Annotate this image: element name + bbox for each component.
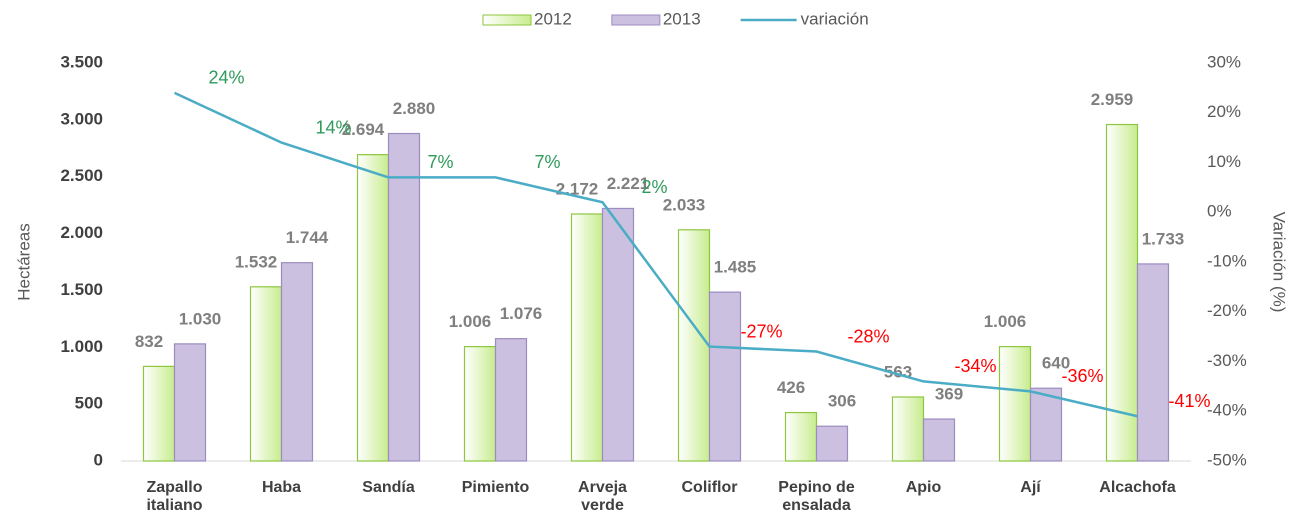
x-tick-label: Alcachofa xyxy=(1099,479,1176,496)
data-label: 1.485 xyxy=(714,258,757,277)
data-label: 1.006 xyxy=(449,312,492,331)
data-label: 1.744 xyxy=(286,228,329,247)
data-label: -36% xyxy=(1061,366,1103,386)
y-tick-label: 2.000 xyxy=(60,223,103,242)
data-label: 2.694 xyxy=(342,120,385,139)
x-tick-label: Ají xyxy=(1020,479,1041,496)
x-tick-label: Coliflor xyxy=(682,479,738,496)
x-tick-label: Zapallo italiano xyxy=(146,479,202,514)
y2-tick-label: 10% xyxy=(1207,152,1241,171)
data-label: 24% xyxy=(208,68,244,88)
legend-swatch xyxy=(611,14,661,26)
data-label: 2.880 xyxy=(393,99,436,118)
y2-tick-label: -50% xyxy=(1207,450,1247,469)
y2-axis-title: Variación (%) xyxy=(1270,212,1289,313)
data-label: 14% xyxy=(315,117,351,137)
data-label: 1.030 xyxy=(179,309,222,328)
y2-tick-label: -20% xyxy=(1207,301,1247,320)
y-tick-label: 2.500 xyxy=(60,166,103,185)
bar xyxy=(249,286,283,462)
data-label: 2% xyxy=(641,177,667,197)
data-label: 1.532 xyxy=(235,252,278,271)
bar xyxy=(922,418,956,462)
bar xyxy=(570,213,604,462)
y2-tick-label: 30% xyxy=(1207,52,1241,71)
data-label: 2.221 xyxy=(607,174,650,193)
y-tick-label: 500 xyxy=(75,394,103,413)
legend-label: 2012 xyxy=(534,9,572,28)
data-label: 2.033 xyxy=(663,195,706,214)
data-label: 369 xyxy=(935,385,963,404)
data-label: 1.006 xyxy=(984,312,1027,331)
bar xyxy=(1029,387,1063,462)
data-label: 7% xyxy=(427,152,453,172)
bar xyxy=(784,411,818,462)
data-label: 1.076 xyxy=(500,304,543,323)
y-tick-label: 1.500 xyxy=(60,280,103,299)
bar xyxy=(815,425,849,462)
legend-label: 2013 xyxy=(663,9,701,28)
y2-tick-label: 20% xyxy=(1207,102,1241,121)
data-label: -28% xyxy=(847,326,889,346)
data-label: 426 xyxy=(777,378,805,397)
y2-tick-label: -10% xyxy=(1207,251,1247,270)
bar xyxy=(708,291,742,462)
y2-tick-label: -30% xyxy=(1207,351,1247,370)
x-tick-label: Pimiento xyxy=(462,479,530,496)
x-tick-label: Haba xyxy=(262,479,301,496)
data-label: -27% xyxy=(740,321,782,341)
x-tick-label: Arveja verde xyxy=(578,479,627,514)
y2-tick-label: 0% xyxy=(1207,202,1232,221)
bar xyxy=(998,346,1032,462)
y-tick-label: 1.000 xyxy=(60,337,103,356)
bar xyxy=(891,396,925,462)
bar xyxy=(142,365,176,462)
data-label: 2.959 xyxy=(1091,90,1134,109)
data-label: 1.733 xyxy=(1142,229,1185,248)
data-label: -34% xyxy=(954,356,996,376)
y-axis-title: Hectáreas xyxy=(14,223,33,300)
y-tick-label: 3.000 xyxy=(60,109,103,128)
data-label: 640 xyxy=(1042,354,1070,373)
bar xyxy=(601,207,635,462)
bar xyxy=(173,343,207,462)
data-label: 7% xyxy=(534,152,560,172)
data-label: 306 xyxy=(828,392,856,411)
line xyxy=(173,91,1138,418)
bar xyxy=(1105,123,1139,462)
data-label: -41% xyxy=(1168,391,1210,411)
bar xyxy=(1136,263,1170,462)
x-tick-label: Apio xyxy=(906,479,942,496)
y-tick-label: 0 xyxy=(94,450,103,469)
bar xyxy=(494,338,528,462)
bar xyxy=(356,154,390,462)
legend-swatch xyxy=(482,14,532,26)
y-tick-label: 3.500 xyxy=(60,52,103,71)
y2-tick-label: -40% xyxy=(1207,401,1247,420)
bar xyxy=(387,132,421,462)
bar xyxy=(677,229,711,462)
bar xyxy=(280,262,314,462)
x-tick-label: Pepino de ensalada xyxy=(778,479,855,514)
data-label: 832 xyxy=(135,332,163,351)
bar xyxy=(463,346,497,462)
x-tick-label: Sandía xyxy=(362,479,415,496)
legend-label: variación xyxy=(801,9,869,28)
